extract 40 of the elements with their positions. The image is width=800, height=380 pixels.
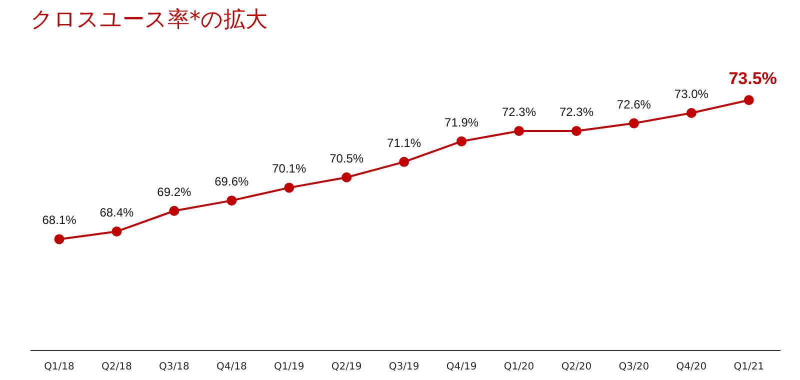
x-tick-label: Q1/21 bbox=[734, 362, 764, 372]
data-label: 69.6% bbox=[214, 174, 249, 189]
data-label: 73.5% bbox=[728, 69, 777, 88]
point bbox=[686, 108, 696, 118]
point bbox=[169, 206, 180, 216]
point bbox=[284, 182, 294, 193]
x-tick-label: Q2/20 bbox=[561, 362, 592, 372]
x-tick-label: Q1/20 bbox=[504, 362, 534, 372]
data-label: 71.1% bbox=[387, 136, 422, 150]
x-tick-label: Q3/19 bbox=[388, 362, 420, 372]
point bbox=[744, 95, 754, 106]
point bbox=[54, 234, 64, 244]
x-tick-label: Q4/18 bbox=[216, 362, 247, 372]
point bbox=[112, 226, 122, 236]
data-label: 72.3% bbox=[559, 105, 594, 120]
point bbox=[514, 126, 524, 136]
x-tick-label: Q4/19 bbox=[446, 362, 477, 372]
x-tick-label: Q1/19 bbox=[274, 362, 304, 372]
x-tick-label: Q2/18 bbox=[102, 362, 132, 372]
point bbox=[456, 136, 467, 146]
data-label: 71.9% bbox=[444, 115, 479, 130]
point bbox=[342, 172, 352, 182]
x-tick-label: Q4/20 bbox=[676, 362, 707, 372]
x-tick-label: Q1/18 bbox=[44, 362, 74, 372]
data-label: 69.2% bbox=[157, 184, 192, 199]
point bbox=[399, 156, 410, 167]
point bbox=[628, 118, 639, 128]
chart-title: クロスユース率*の拡大 bbox=[30, 8, 268, 32]
data-label: 70.1% bbox=[272, 162, 306, 176]
x-tick-label: Q3/20 bbox=[618, 362, 650, 372]
x-tick-label: Q3/18 bbox=[159, 362, 190, 372]
point bbox=[571, 126, 582, 136]
point bbox=[226, 196, 237, 206]
data-label: 73.0% bbox=[674, 86, 709, 101]
data-label: 72.3% bbox=[502, 105, 536, 120]
data-label: 70.5% bbox=[330, 151, 364, 166]
data-label: 68.1% bbox=[42, 213, 77, 228]
data-label: 72.6% bbox=[616, 97, 652, 112]
data-label: 68.4% bbox=[100, 205, 134, 220]
x-tick-label: Q2/19 bbox=[331, 362, 362, 372]
